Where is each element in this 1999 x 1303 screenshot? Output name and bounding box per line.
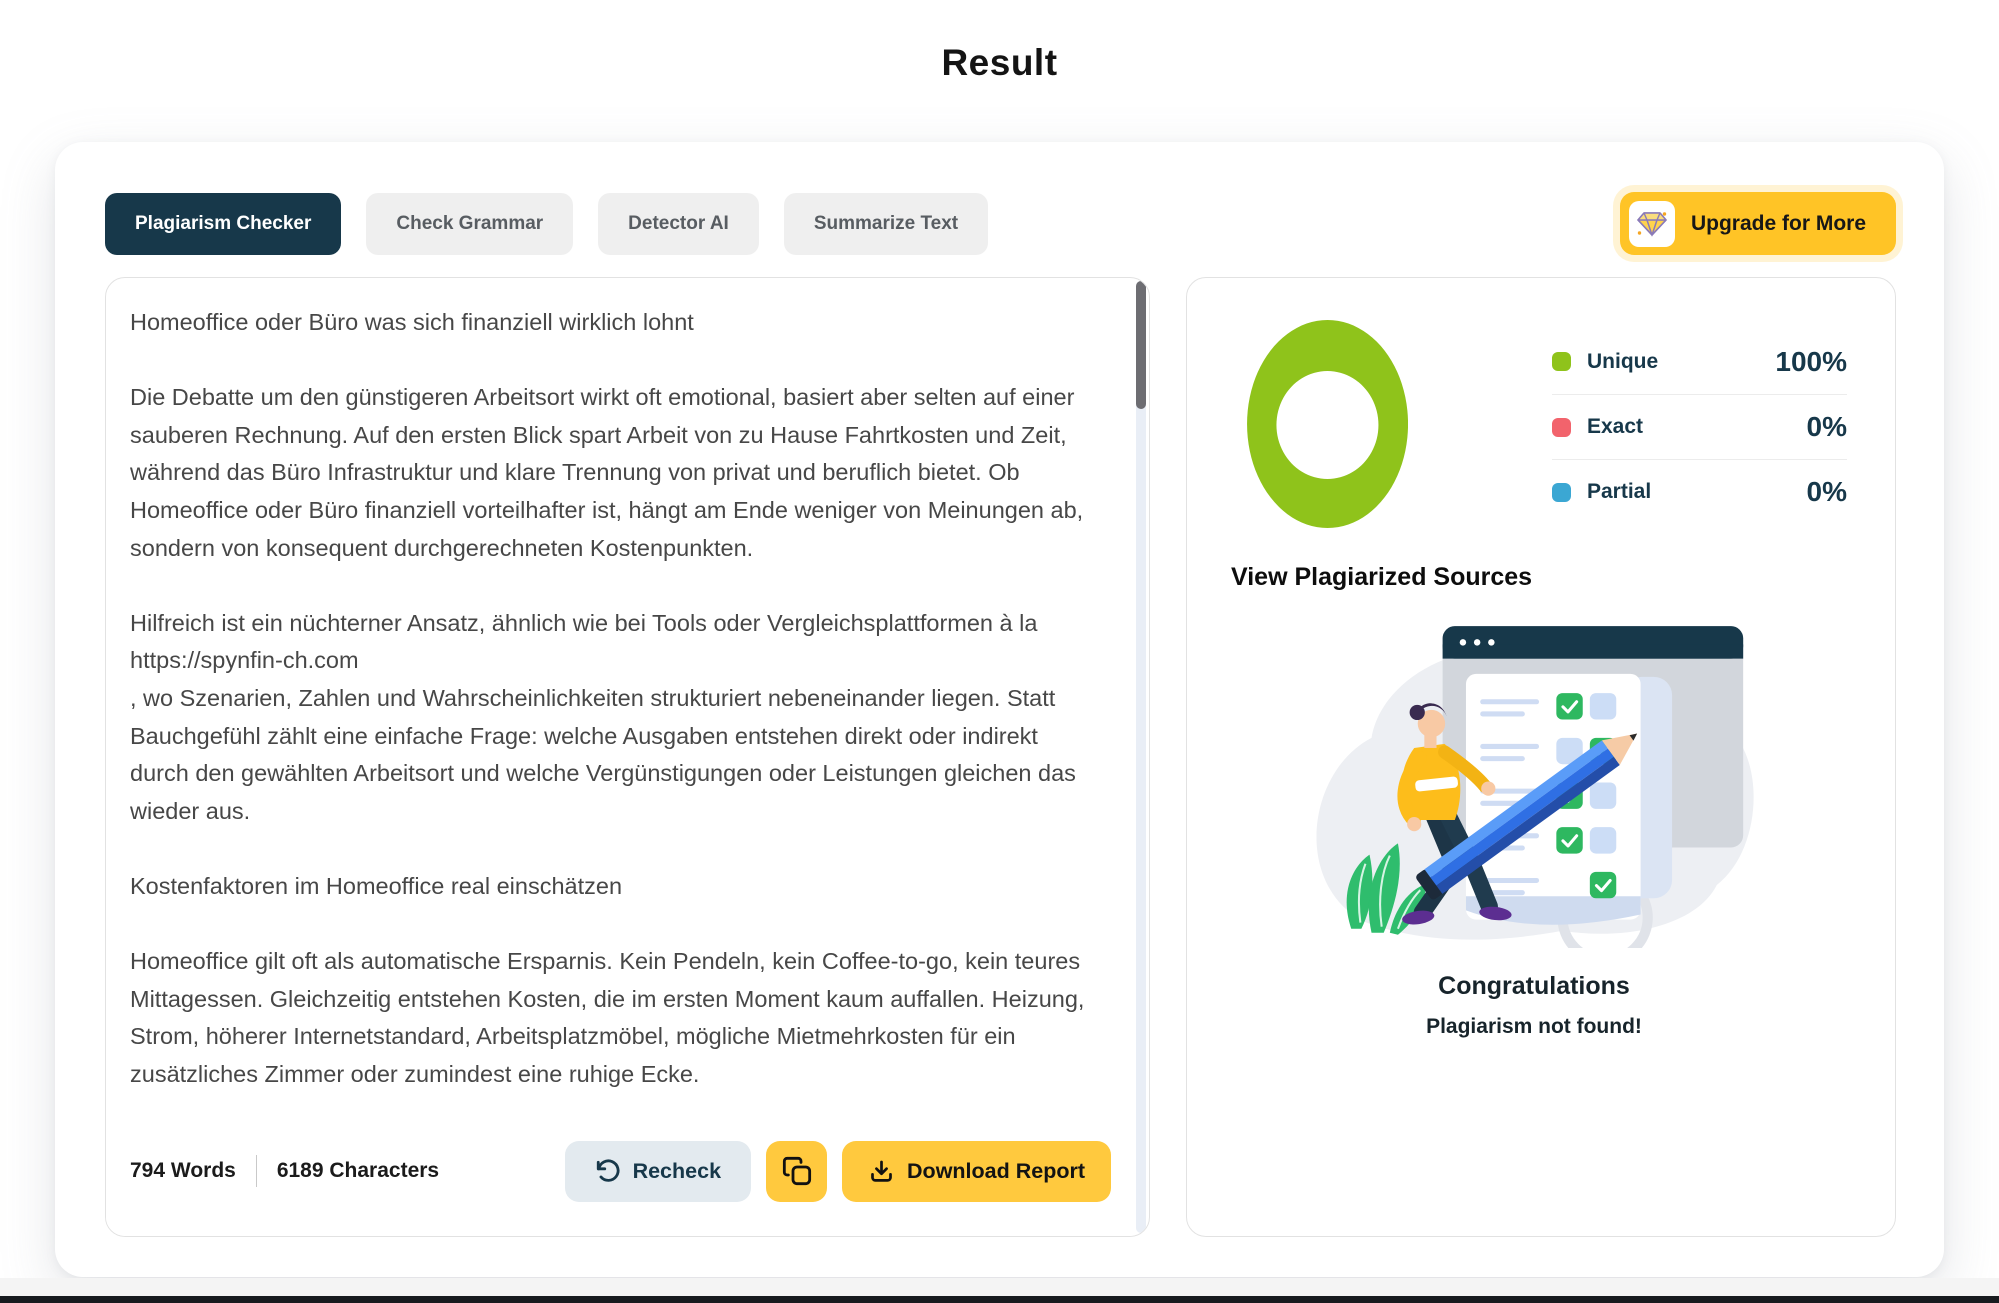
unique-dot <box>1552 352 1571 371</box>
legend-row-exact: Exact 0% <box>1552 394 1847 459</box>
congratulations-subtitle: Plagiarism not found! <box>1426 1015 1642 1038</box>
character-count: 6189 Characters <box>276 1159 440 1182</box>
tab-plagiarism-checker[interactable]: Plagiarism Checker <box>105 192 342 255</box>
gem-icon <box>1628 200 1675 247</box>
legend-value: 100% <box>1775 345 1847 377</box>
results-panel: Unique 100% Exact 0% Partial 0% View <box>1186 277 1896 1237</box>
congratulations-illustration <box>1213 618 1855 948</box>
legend: Unique 100% Exact 0% Partial 0% <box>1552 329 1847 524</box>
legend-label: Unique <box>1587 349 1659 373</box>
scrollbar-thumb[interactable] <box>1136 281 1146 409</box>
exact-dot <box>1552 417 1571 437</box>
view-plagiarized-sources-link[interactable]: View Plagiarized Sources <box>1231 563 1533 591</box>
donut-chart <box>1247 320 1409 533</box>
tab-summarize-text[interactable]: Summarize Text <box>783 192 989 255</box>
footer-actions: Recheck <box>564 1140 1111 1202</box>
document-panel: Homeoffice oder Büro was sich finanziell… <box>105 277 1150 1237</box>
legend-value: 0% <box>1806 476 1847 507</box>
result-card: Plagiarism Checker Check Grammar Detecto… <box>55 142 1944 1277</box>
tool-tabs: Plagiarism Checker Check Grammar Detecto… <box>105 192 989 255</box>
download-button-label: Download Report <box>907 1158 1085 1183</box>
recheck-button-label: Recheck <box>632 1158 722 1183</box>
page-title: Result <box>941 42 1058 83</box>
card-header: Plagiarism Checker Check Grammar Detecto… <box>105 192 1896 255</box>
download-icon <box>868 1158 895 1185</box>
copy-icon <box>781 1155 813 1187</box>
download-report-button[interactable]: Download Report <box>842 1140 1111 1202</box>
recheck-button[interactable]: Recheck <box>564 1140 752 1202</box>
document-text[interactable]: Homeoffice oder Büro was sich finanziell… <box>130 309 1085 1087</box>
scrollbar-track[interactable] <box>1136 281 1146 1233</box>
document-footer: 794 Words 6189 Characters Recheck <box>106 1126 1135 1236</box>
upgrade-button-label: Upgrade for More <box>1690 211 1866 235</box>
page-background-strip <box>0 1278 1999 1296</box>
congratulations-title: Congratulations <box>1438 972 1630 1000</box>
partial-dot <box>1552 482 1571 502</box>
tab-detector-ai[interactable]: Detector AI <box>598 192 759 255</box>
legend-label: Partial <box>1587 480 1652 503</box>
legend-value: 0% <box>1806 411 1847 442</box>
upgrade-button[interactable]: Upgrade for More <box>1619 192 1896 255</box>
legend-label: Exact <box>1587 415 1644 438</box>
word-count: 794 Words <box>130 1159 236 1182</box>
main-content: Homeoffice oder Büro was sich finanziell… <box>105 277 1896 1237</box>
window-bottom-edge <box>0 1296 1999 1303</box>
plagiarism-summary: Unique 100% Exact 0% Partial 0% <box>1213 320 1855 533</box>
legend-row-partial: Partial 0% <box>1552 459 1847 524</box>
tab-check-grammar[interactable]: Check Grammar <box>366 192 574 255</box>
recheck-icon <box>595 1158 621 1184</box>
copy-button[interactable] <box>766 1140 828 1202</box>
footer-divider <box>255 1155 257 1187</box>
legend-row-unique: Unique 100% <box>1552 329 1847 394</box>
